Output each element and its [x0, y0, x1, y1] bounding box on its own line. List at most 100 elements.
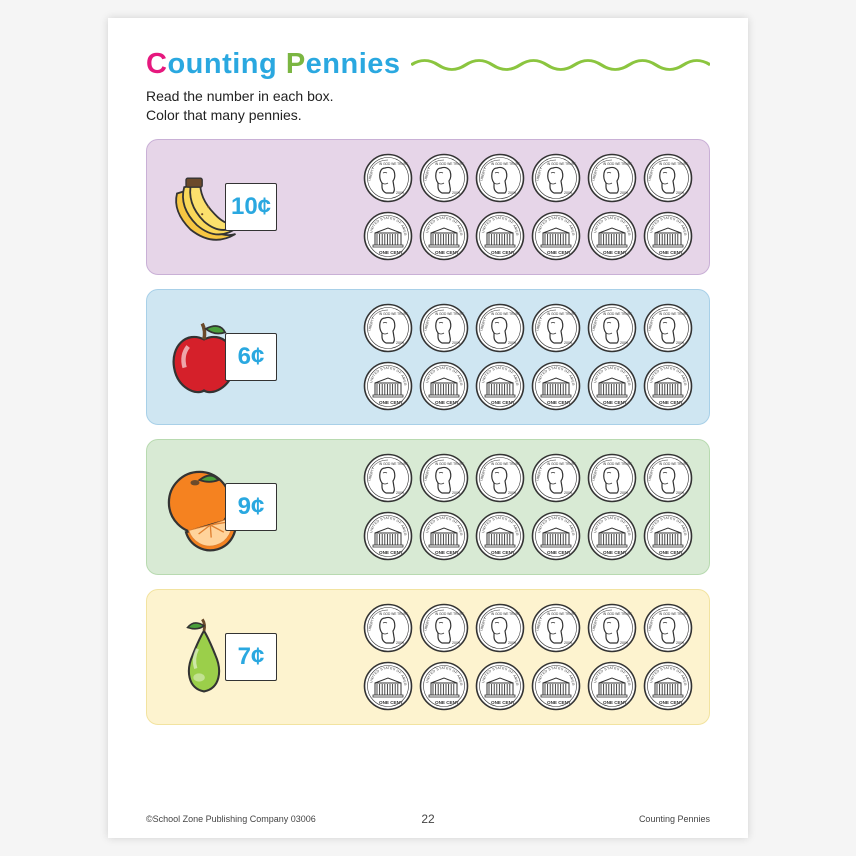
penny-reverse-icon: UNITED STATES OF AMERICA ONE CENT	[643, 361, 693, 411]
svg-text:IN GOD WE TRUST: IN GOD WE TRUST	[435, 462, 464, 466]
svg-text:ONE CENT: ONE CENT	[603, 250, 627, 255]
penny-reverse: UNITED STATES OF AMERICA ONE CENT	[643, 361, 693, 411]
penny-reverse: UNITED STATES OF AMERICA ONE CENT	[363, 361, 413, 411]
penny-obverse: IN GOD WE TRUST LIBERTY 2009	[531, 453, 581, 503]
penny-obverse: IN GOD WE TRUST LIBERTY 2009	[363, 603, 413, 653]
penny-reverse-icon: UNITED STATES OF AMERICA ONE CENT	[643, 511, 693, 561]
penny-obverse-icon: IN GOD WE TRUST LIBERTY 2009	[531, 303, 581, 353]
activity-panel: 7¢ IN GOD WE TRUST LIBERTY 2009 IN GOD W…	[146, 589, 710, 725]
activity-panel: 6¢ IN GOD WE TRUST LIBERTY 2009 IN GOD W…	[146, 289, 710, 425]
penny-obverse-icon: IN GOD WE TRUST LIBERTY 2009	[363, 303, 413, 353]
penny-obverse: IN GOD WE TRUST LIBERTY 2009	[643, 603, 693, 653]
svg-text:2009: 2009	[564, 641, 572, 645]
svg-text:2009: 2009	[676, 641, 684, 645]
penny-obverse-icon: IN GOD WE TRUST LIBERTY 2009	[363, 603, 413, 653]
penny-obverse: IN GOD WE TRUST LIBERTY 2009	[587, 303, 637, 353]
svg-text:2009: 2009	[396, 491, 404, 495]
svg-text:ONE CENT: ONE CENT	[379, 250, 403, 255]
penny-obverse: IN GOD WE TRUST LIBERTY 2009	[419, 303, 469, 353]
penny-reverse-icon: UNITED STATES OF AMERICA ONE CENT	[643, 661, 693, 711]
svg-text:IN GOD WE TRUST: IN GOD WE TRUST	[603, 612, 632, 616]
coin-row: IN GOD WE TRUST LIBERTY 2009 IN GOD WE T…	[363, 453, 693, 503]
penny-reverse-icon: UNITED STATES OF AMERICA ONE CENT	[363, 661, 413, 711]
svg-text:IN GOD WE TRUST: IN GOD WE TRUST	[659, 462, 688, 466]
penny-obverse: IN GOD WE TRUST LIBERTY 2009	[643, 303, 693, 353]
svg-text:IN GOD WE TRUST: IN GOD WE TRUST	[435, 612, 464, 616]
penny-reverse-icon: UNITED STATES OF AMERICA ONE CENT	[475, 661, 525, 711]
instruction-line-2: Color that many pennies.	[146, 106, 710, 125]
svg-text:2009: 2009	[508, 341, 516, 345]
coin-row: UNITED STATES OF AMERICA ONE CENT UNITED…	[363, 661, 693, 711]
svg-text:ONE CENT: ONE CENT	[435, 700, 459, 705]
penny-obverse: IN GOD WE TRUST LIBERTY 2009	[643, 453, 693, 503]
svg-text:ONE CENT: ONE CENT	[547, 550, 571, 555]
svg-text:2009: 2009	[564, 191, 572, 195]
penny-reverse: UNITED STATES OF AMERICA ONE CENT	[587, 211, 637, 261]
footer-title: Counting Pennies	[639, 814, 710, 824]
activity-panel: 9¢ IN GOD WE TRUST LIBERTY 2009 IN GOD W…	[146, 439, 710, 575]
penny-obverse: IN GOD WE TRUST LIBERTY 2009	[531, 303, 581, 353]
svg-text:ONE CENT: ONE CENT	[603, 550, 627, 555]
penny-reverse-icon: UNITED STATES OF AMERICA ONE CENT	[419, 361, 469, 411]
penny-obverse: IN GOD WE TRUST LIBERTY 2009	[587, 603, 637, 653]
penny-obverse-icon: IN GOD WE TRUST LIBERTY 2009	[643, 603, 693, 653]
activity-panel: 10¢ IN GOD WE TRUST LIBERTY 2009 IN GOD …	[146, 139, 710, 275]
svg-text:ONE CENT: ONE CENT	[491, 250, 515, 255]
penny-reverse-icon: UNITED STATES OF AMERICA ONE CENT	[419, 511, 469, 561]
penny-reverse: UNITED STATES OF AMERICA ONE CENT	[475, 211, 525, 261]
penny-reverse-icon: UNITED STATES OF AMERICA ONE CENT	[419, 211, 469, 261]
penny-obverse: IN GOD WE TRUST LIBERTY 2009	[475, 303, 525, 353]
penny-reverse: UNITED STATES OF AMERICA ONE CENT	[587, 361, 637, 411]
penny-reverse-icon: UNITED STATES OF AMERICA ONE CENT	[475, 511, 525, 561]
svg-text:ONE CENT: ONE CENT	[603, 700, 627, 705]
price-box: 6¢	[225, 333, 277, 381]
penny-reverse: UNITED STATES OF AMERICA ONE CENT	[587, 661, 637, 711]
svg-text:2009: 2009	[676, 191, 684, 195]
coin-row: UNITED STATES OF AMERICA ONE CENT UNITED…	[363, 211, 693, 261]
svg-text:2009: 2009	[620, 641, 628, 645]
svg-text:IN GOD WE TRUST: IN GOD WE TRUST	[379, 462, 408, 466]
title-word-1: ounting	[167, 48, 277, 80]
penny-reverse: UNITED STATES OF AMERICA ONE CENT	[475, 361, 525, 411]
penny-obverse-icon: IN GOD WE TRUST LIBERTY 2009	[475, 603, 525, 653]
penny-obverse-icon: IN GOD WE TRUST LIBERTY 2009	[587, 453, 637, 503]
penny-reverse-icon: UNITED STATES OF AMERICA ONE CENT	[363, 511, 413, 561]
penny-obverse-icon: IN GOD WE TRUST LIBERTY 2009	[419, 453, 469, 503]
penny-reverse: UNITED STATES OF AMERICA ONE CENT	[419, 361, 469, 411]
penny-reverse: UNITED STATES OF AMERICA ONE CENT	[643, 661, 693, 711]
svg-text:IN GOD WE TRUST: IN GOD WE TRUST	[491, 312, 520, 316]
penny-reverse: UNITED STATES OF AMERICA ONE CENT	[587, 511, 637, 561]
svg-text:2009: 2009	[508, 641, 516, 645]
penny-reverse: UNITED STATES OF AMERICA ONE CENT	[475, 511, 525, 561]
svg-text:IN GOD WE TRUST: IN GOD WE TRUST	[659, 312, 688, 316]
svg-text:ONE CENT: ONE CENT	[547, 400, 571, 405]
penny-obverse: IN GOD WE TRUST LIBERTY 2009	[587, 153, 637, 203]
penny-obverse-icon: IN GOD WE TRUST LIBERTY 2009	[363, 453, 413, 503]
penny-reverse-icon: UNITED STATES OF AMERICA ONE CENT	[475, 211, 525, 261]
svg-text:IN GOD WE TRUST: IN GOD WE TRUST	[603, 162, 632, 166]
svg-text:ONE CENT: ONE CENT	[491, 700, 515, 705]
penny-obverse: IN GOD WE TRUST LIBERTY 2009	[531, 153, 581, 203]
svg-text:2009: 2009	[396, 641, 404, 645]
penny-obverse: IN GOD WE TRUST LIBERTY 2009	[419, 453, 469, 503]
svg-text:ONE CENT: ONE CENT	[603, 400, 627, 405]
svg-text:2009: 2009	[620, 491, 628, 495]
penny-reverse-icon: UNITED STATES OF AMERICA ONE CENT	[643, 211, 693, 261]
svg-text:IN GOD WE TRUST: IN GOD WE TRUST	[659, 162, 688, 166]
svg-text:2009: 2009	[452, 341, 460, 345]
svg-text:2009: 2009	[564, 341, 572, 345]
penny-obverse-icon: IN GOD WE TRUST LIBERTY 2009	[531, 153, 581, 203]
penny-reverse: UNITED STATES OF AMERICA ONE CENT	[419, 211, 469, 261]
penny-reverse: UNITED STATES OF AMERICA ONE CENT	[643, 211, 693, 261]
penny-reverse-icon: UNITED STATES OF AMERICA ONE CENT	[475, 361, 525, 411]
penny-reverse-icon: UNITED STATES OF AMERICA ONE CENT	[587, 661, 637, 711]
penny-obverse-icon: IN GOD WE TRUST LIBERTY 2009	[643, 303, 693, 353]
svg-text:ONE CENT: ONE CENT	[435, 400, 459, 405]
coin-row: UNITED STATES OF AMERICA ONE CENT UNITED…	[363, 361, 693, 411]
svg-text:IN GOD WE TRUST: IN GOD WE TRUST	[435, 312, 464, 316]
coins-grid: IN GOD WE TRUST LIBERTY 2009 IN GOD WE T…	[257, 303, 693, 411]
worksheet-page: Counting Pennies Read the number in each…	[108, 18, 748, 838]
penny-obverse: IN GOD WE TRUST LIBERTY 2009	[475, 153, 525, 203]
svg-text:ONE CENT: ONE CENT	[659, 550, 683, 555]
penny-obverse-icon: IN GOD WE TRUST LIBERTY 2009	[587, 303, 637, 353]
